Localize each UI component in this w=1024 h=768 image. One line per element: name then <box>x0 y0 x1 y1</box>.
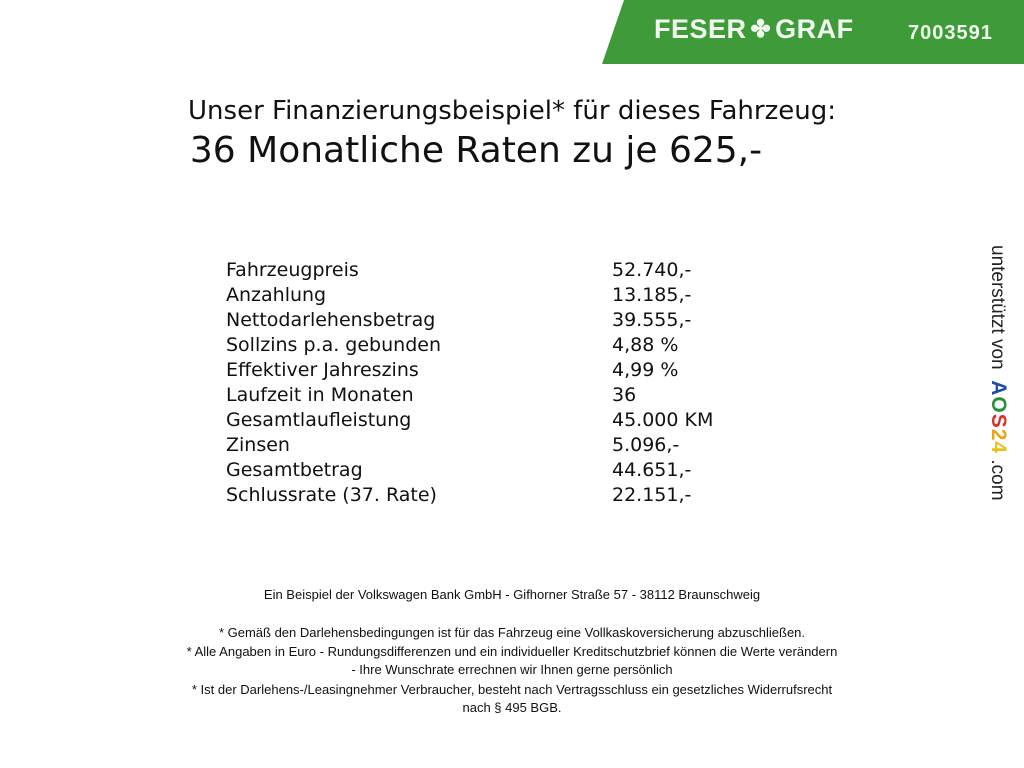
footnote-1: * Gemäß den Darlehensbedingungen ist für… <box>218 625 806 640</box>
row-label: Nettodarlehensbetrag <box>226 309 436 331</box>
row-label: Fahrzeugpreis <box>226 259 359 281</box>
footnote-5: nach § 495 BGB. <box>462 700 562 715</box>
row-label: Anzahlung <box>226 284 327 306</box>
finance-table: Fahrzeugpreis 52.740,- Anzahlung 13.185,- Ne… <box>226 258 713 508</box>
supported-by: unterstützt von AOS24 .com <box>986 245 1010 501</box>
title-line1: Unser Finanzierungsbeispiel* für dieses … <box>188 96 836 126</box>
table-row: Laufzeit in Monaten 36 <box>226 383 713 408</box>
table-row: Effektiver Jahreszins 4,99 % <box>226 358 713 383</box>
footnote-4: * Ist der Darlehens-/Leasingnehmer Verbr… <box>191 682 833 697</box>
table-row: Anzahlung 13.185,- <box>226 283 713 308</box>
row-value: 4,99 % <box>612 359 679 381</box>
logo-text-feser: FESER <box>654 14 747 44</box>
table-row: Gesamtbetrag 44.651,- <box>226 458 713 483</box>
row-label: Schlussrate (37. Rate) <box>226 484 437 506</box>
footnote-3: - Ihre Wunschrate errechnen wir Ihnen ge… <box>351 662 673 677</box>
brand-banner <box>602 0 1024 64</box>
clover-icon: ✤ <box>750 16 772 43</box>
aos24-logo: AOS24 <box>987 380 1010 455</box>
table-row: Schlussrate (37. Rate) 22.151,- <box>226 483 713 508</box>
row-value: 52.740,- <box>612 259 692 281</box>
table-row: Nettodarlehensbetrag 39.555,- <box>226 308 713 333</box>
row-value: 36 <box>612 384 637 406</box>
row-label: Zinsen <box>226 434 290 456</box>
row-value: 39.555,- <box>612 309 692 331</box>
footnote-2: * Alle Angaben in Euro - Rundungsdiffere… <box>186 644 838 659</box>
row-label: Sollzins p.a. gebunden <box>226 334 441 356</box>
row-label: Laufzeit in Monaten <box>226 384 414 406</box>
row-label: Gesamtbetrag <box>226 459 363 481</box>
supported-by-text: unterstützt von <box>987 245 1008 370</box>
vehicle-code: 7003591 <box>908 22 993 44</box>
logo-text-graf: GRAF <box>775 14 854 44</box>
table-row: Zinsen 5.096,- <box>226 433 713 458</box>
bank-note: Ein Beispiel der Volkswagen Bank GmbH - … <box>263 587 761 602</box>
row-value: 13.185,- <box>612 284 692 306</box>
row-value: 45.000 KM <box>612 409 714 431</box>
row-label: Effektiver Jahreszins <box>226 359 419 381</box>
row-label: Gesamtlaufleistung <box>226 409 412 431</box>
dotcom-text: .com <box>987 459 1008 501</box>
table-row: Fahrzeugpreis 52.740,- <box>226 258 713 283</box>
title-line2: 36 Monatliche Raten zu je 625,- <box>189 130 763 171</box>
row-value: 44.651,- <box>612 459 692 481</box>
table-row: Sollzins p.a. gebunden 4,88 % <box>226 333 713 358</box>
row-value: 5.096,- <box>612 434 680 456</box>
feser-graf-logo: FESER ✤ GRAF <box>654 14 854 45</box>
row-value: 22.151,- <box>612 484 692 506</box>
row-value: 4,88 % <box>612 334 679 356</box>
table-row: Gesamtlaufleistung 45.000 KM <box>226 408 713 433</box>
